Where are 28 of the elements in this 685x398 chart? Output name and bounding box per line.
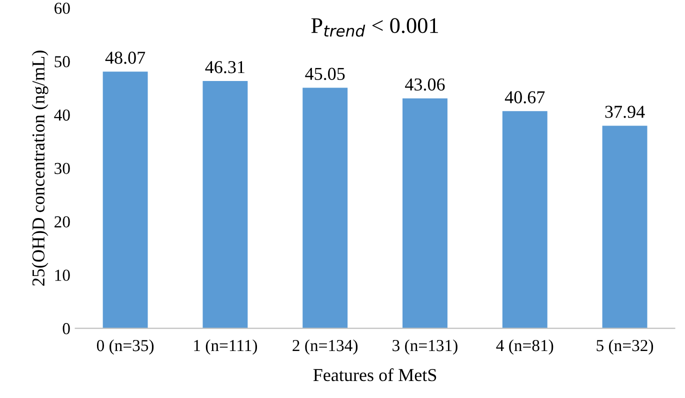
x-tick-label: 5 (n=32) (596, 339, 654, 355)
x-tick-label: 3 (n=131) (392, 339, 458, 355)
data-label: 40.67 (504, 91, 545, 104)
y-axis-title: 25(OH)D concentration (ng/mL) (32, 50, 48, 286)
data-label: 37.94 (605, 106, 645, 118)
data-label: 43.06 (405, 78, 445, 91)
y-tick-label: 20 (54, 216, 70, 228)
annotation: P$_{trend}$ < 0.001 (311, 18, 438, 37)
bar (502, 111, 548, 328)
y-tick-label: 40 (54, 109, 70, 121)
x-tick-label: 4 (n=81) (496, 339, 554, 355)
bar (302, 88, 348, 328)
bar (102, 72, 148, 328)
y-tick-label: 50 (54, 56, 70, 68)
y-tick-label: 60 (54, 2, 70, 14)
data-label: 45.05 (305, 68, 345, 80)
data-label: 48.07 (105, 52, 146, 64)
y-tick-label: 0 (62, 323, 70, 334)
bar (602, 126, 648, 328)
y-tick-label: 10 (55, 270, 70, 281)
x-tick-label: 1 (n=111) (194, 339, 258, 355)
x-tick-label: 2 (n=134) (292, 339, 358, 355)
bar (402, 98, 448, 328)
y-tick-label: 30 (54, 162, 70, 174)
bar (202, 81, 248, 328)
x-axis-title: Features of MetS (313, 368, 436, 382)
x-tick-label: 0 (n=35) (96, 339, 154, 355)
data-label: 46.31 (205, 61, 244, 74)
